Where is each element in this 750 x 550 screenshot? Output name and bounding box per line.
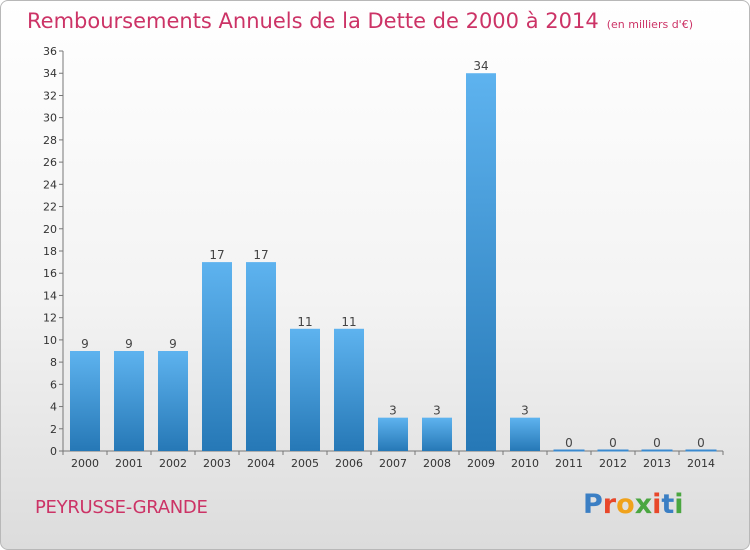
y-tick-label: 4 [50,401,57,414]
y-tick-label: 18 [43,245,57,258]
x-tick-label: 2000 [71,457,99,470]
y-tick-label: 0 [50,445,57,458]
x-tick-label: 2010 [511,457,539,470]
y-tick-label: 22 [43,201,57,214]
x-tick-label: 2014 [687,457,715,470]
y-tick-label: 36 [43,45,57,58]
bar-2012 [597,449,629,452]
data-label-2008: 3 [433,404,441,418]
x-tick-label: 2005 [291,457,319,470]
data-label-2011: 0 [565,436,573,450]
x-tick-label: 2001 [115,457,143,470]
data-label-2007: 3 [389,404,397,418]
chart-title-text: Remboursements Annuels de la Dette de 20… [27,9,599,33]
bar-2014 [685,449,717,452]
x-tick-label: 2013 [643,457,671,470]
data-label-2014: 0 [697,436,705,450]
y-tick-label: 26 [43,156,57,169]
y-tick-label: 8 [50,356,57,369]
data-label-2000: 9 [81,337,89,351]
chart-bars [70,73,717,452]
bar-2005 [290,328,320,451]
data-label-2012: 0 [609,436,617,450]
y-tick-label: 10 [43,334,57,347]
x-tick-label: 2011 [555,457,583,470]
bar-2009 [466,73,496,451]
bar-2010 [510,417,540,451]
chart-unit-note: (en milliers d'€) [606,18,693,31]
bar-2003 [202,262,232,451]
x-tick-label: 2009 [467,457,495,470]
bar-2000 [70,351,100,451]
data-label-2005: 11 [297,315,312,329]
logo-letter: i [674,489,684,520]
y-tick-label: 12 [43,312,57,325]
data-label-2003: 17 [209,248,224,262]
logo-letter: P [583,489,603,520]
logo-letter: r [602,489,617,520]
bar-2011 [553,449,585,452]
y-tick-label: 20 [43,223,57,236]
y-tick-label: 30 [43,112,57,125]
bar-2006 [334,328,364,451]
x-tick-label: 2007 [379,457,407,470]
bar-2013 [641,449,673,452]
y-tick-label: 34 [43,67,57,80]
data-label-2013: 0 [653,436,661,450]
bar-2004 [246,262,276,451]
x-tick-label: 2003 [203,457,231,470]
x-tick-label: 2006 [335,457,363,470]
y-tick-label: 32 [43,89,57,102]
logo-letter: x [634,489,653,520]
y-tick-label: 6 [50,378,57,391]
x-tick-label: 2004 [247,457,275,470]
y-tick-label: 28 [43,134,57,147]
y-tick-label: 2 [50,423,57,436]
data-label-2010: 3 [521,404,529,418]
commune-name: PEYRUSSE-GRANDE [35,497,208,518]
chart-title: Remboursements Annuels de la Dette de 20… [27,9,693,33]
y-tick-label: 16 [43,267,57,280]
bar-2007 [378,417,408,451]
logo-letter: o [616,489,635,520]
y-tick-label: 14 [43,289,57,302]
bar-2002 [158,351,188,451]
x-tick-label: 2002 [159,457,187,470]
bar-2008 [422,417,452,451]
data-label-2002: 9 [169,337,177,351]
y-tick-label: 24 [43,178,57,191]
proxiti-logo: Proxiti [583,489,684,520]
x-tick-label: 2008 [423,457,451,470]
data-label-2001: 9 [125,337,133,351]
logo-letter: i [652,489,662,520]
logo-letter: t [661,489,675,520]
data-label-2004: 17 [253,248,268,262]
chart-labels: 9 9 9 17 17 11 11 3 3 34 3 0 0 0 0 [81,59,705,450]
data-label-2006: 11 [341,315,356,329]
bar-2001 [114,351,144,451]
x-tick-label: 2012 [599,457,627,470]
data-label-2009: 34 [473,59,488,73]
